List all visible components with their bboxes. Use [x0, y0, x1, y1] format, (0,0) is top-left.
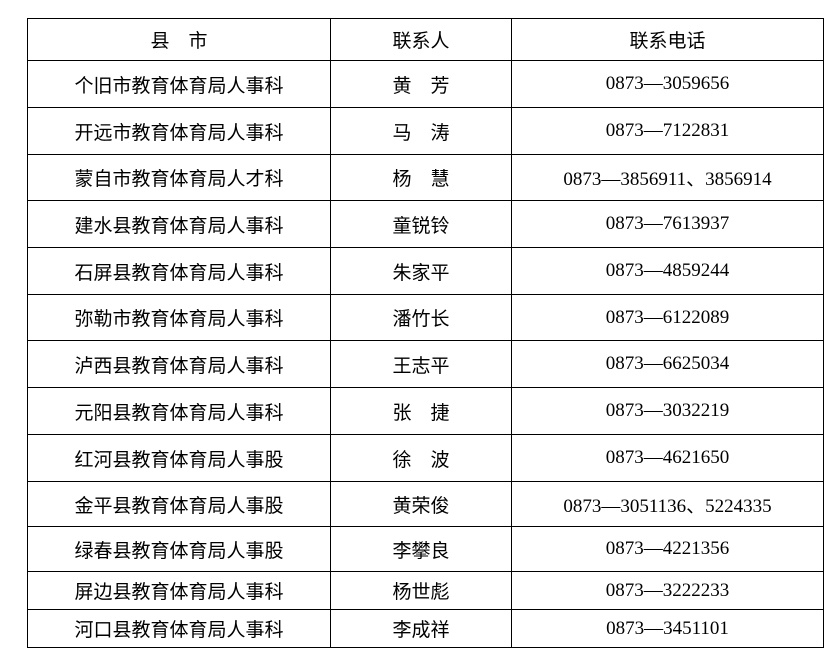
- phone-cell: 0873—4621650: [511, 434, 824, 482]
- county-cell: 绿春县教育体育局人事股: [27, 526, 331, 572]
- table-row: 绿春县教育体育局人事股 李攀良 0873—4221356: [27, 526, 824, 572]
- contact-cell: 朱家平: [330, 247, 512, 295]
- contact-cell: 李攀良: [330, 526, 512, 572]
- phone-cell: 0873—3032219: [511, 387, 824, 435]
- phone-cell: 0873—7122831: [511, 107, 824, 155]
- contact-cell: 潘竹长: [330, 294, 512, 341]
- contact-cell: 杨世彪: [330, 571, 512, 610]
- county-cell: 红河县教育体育局人事股: [27, 434, 331, 482]
- contact-cell: 童锐铃: [330, 200, 512, 248]
- table-row: 个旧市教育体育局人事科黄 芳 0873—3059656: [27, 60, 824, 108]
- county-cell: 泸西县教育体育局人事科: [27, 340, 331, 388]
- phone-cell: 0873—3222233: [511, 571, 824, 610]
- table-row: 元阳县教育体育局人事科张 捷 0873—3032219: [27, 387, 824, 435]
- contact-cell: 李成祥: [330, 609, 512, 648]
- contact-cell: 王志平: [330, 340, 512, 388]
- contact-cell: 张 捷: [330, 387, 512, 435]
- table-row: 建水县教育体育局人事科 童锐铃 0873—7613937: [27, 200, 824, 248]
- phone-cell: 0873—3451101: [511, 609, 824, 648]
- phone-cell: 0873—4221356: [511, 526, 824, 572]
- county-cell: 石屏县教育体育局人事科: [27, 247, 331, 295]
- table-row: 石屏县教育体育局人事科 朱家平 0873—4859244: [27, 247, 824, 295]
- table-row: 河口县教育体育局人事科 李成祥 0873—3451101: [27, 609, 824, 648]
- header-row: 县 市 联系人 联系电话: [27, 18, 824, 61]
- table-row: 开远市教育体育局人事科马 涛 0873—7122831: [27, 107, 824, 155]
- contact-cell: 黄 芳: [330, 60, 512, 108]
- contact-cell: 杨 慧: [330, 154, 512, 201]
- header-phone: 联系电话: [511, 18, 824, 61]
- phone-cell: 0873—3856911、3856914: [511, 154, 824, 201]
- table-row: 红河县教育体育局人事股徐 波 0873—4621650: [27, 434, 824, 482]
- county-cell: 元阳县教育体育局人事科: [27, 387, 331, 435]
- county-cell: 个旧市教育体育局人事科: [27, 60, 331, 108]
- phone-cell: 0873—3059656: [511, 60, 824, 108]
- county-cell: 弥勒市教育体育局人事科: [27, 294, 331, 341]
- header-county: 县 市: [27, 18, 331, 61]
- county-cell: 河口县教育体育局人事科: [27, 609, 331, 648]
- phone-cell: 0873—6625034: [511, 340, 824, 388]
- table-row: 蒙自市教育体育局人才科杨 慧 0873—3856911、3856914: [27, 154, 824, 201]
- header-contact: 联系人: [330, 18, 512, 61]
- county-cell: 金平县教育体育局人事股: [27, 481, 331, 527]
- table-row: 金平县教育体育局人事股 黄荣俊 0873—3051136、5224335: [27, 481, 824, 527]
- table-row: 泸西县教育体育局人事科 王志平 0873—6625034: [27, 340, 824, 388]
- contact-cell: 黄荣俊: [330, 481, 512, 527]
- county-cell: 屏边县教育体育局人事科: [27, 571, 331, 610]
- county-cell: 建水县教育体育局人事科: [27, 200, 331, 248]
- county-cell: 蒙自市教育体育局人才科: [27, 154, 331, 201]
- contact-table: 县 市 联系人 联系电话 个旧市教育体育局人事科黄 芳 0873—3059656 开…: [27, 18, 824, 648]
- table-row: 弥勒市教育体育局人事科 潘竹长 0873—6122089: [27, 294, 824, 341]
- county-cell: 开远市教育体育局人事科: [27, 107, 331, 155]
- phone-cell: 0873—7613937: [511, 200, 824, 248]
- contact-cell: 马 涛: [330, 107, 512, 155]
- table-row: 屏边县教育体育局人事科 杨世彪 0873—3222233: [27, 571, 824, 610]
- phone-cell: 0873—4859244: [511, 247, 824, 295]
- phone-cell: 0873—6122089: [511, 294, 824, 341]
- phone-cell: 0873—3051136、5224335: [511, 481, 824, 527]
- contact-cell: 徐 波: [330, 434, 512, 482]
